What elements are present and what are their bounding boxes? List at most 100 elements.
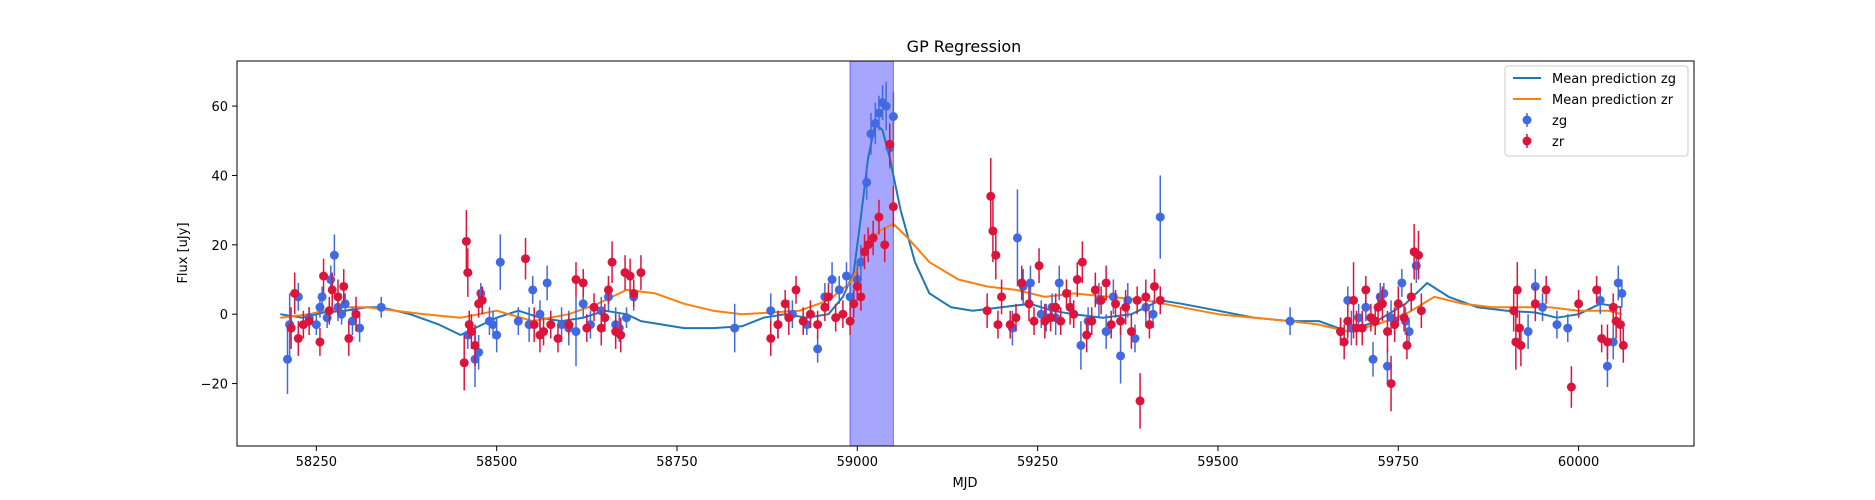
data-point-zr-117 bbox=[1399, 303, 1409, 332]
y-axis-ticks: −20 0 20 40 60 bbox=[201, 100, 237, 393]
marker-zg-9 bbox=[329, 250, 339, 260]
data-point-zr-92 bbox=[1111, 289, 1121, 318]
marker-zr-114 bbox=[1386, 379, 1396, 389]
data-point-zg-11 bbox=[337, 303, 347, 325]
data-point-zr-76 bbox=[1034, 248, 1044, 283]
marker-zg-94 bbox=[1397, 278, 1407, 288]
marker-zg-56 bbox=[874, 108, 884, 118]
marker-zg-13 bbox=[347, 316, 357, 326]
marker-zr-113 bbox=[1382, 327, 1392, 337]
data-point-zr-104 bbox=[1343, 303, 1353, 339]
marker-zr-122 bbox=[1416, 306, 1426, 316]
marker-zr-129 bbox=[1541, 285, 1551, 295]
data-point-zr-128 bbox=[1530, 286, 1540, 322]
data-point-zr-79 bbox=[1051, 293, 1061, 322]
data-point-zg-38 bbox=[621, 307, 631, 329]
marker-zr-115 bbox=[1390, 320, 1400, 330]
data-point-zr-70 bbox=[997, 279, 1007, 315]
data-point-zr-13 bbox=[459, 335, 469, 391]
data-point-zr-74 bbox=[1024, 286, 1034, 322]
data-point-zr-84 bbox=[1072, 262, 1082, 297]
marker-zr-41 bbox=[636, 268, 646, 278]
marker-zr-125 bbox=[1512, 285, 1522, 295]
marker-zg-88 bbox=[1368, 354, 1378, 364]
marker-zg-78 bbox=[1130, 333, 1140, 343]
marker-zr-10 bbox=[339, 281, 349, 291]
data-point-zg-76 bbox=[1116, 328, 1126, 384]
marker-zg-14 bbox=[355, 323, 365, 333]
data-point-zg-54 bbox=[866, 113, 876, 155]
marker-zr-81 bbox=[1061, 288, 1071, 298]
data-point-zr-83 bbox=[1069, 300, 1079, 329]
marker-zr-98 bbox=[1141, 292, 1151, 302]
data-point-zr-125 bbox=[1512, 262, 1522, 318]
data-point-zg-81 bbox=[1155, 175, 1165, 259]
marker-zg-40 bbox=[730, 323, 740, 333]
marker-zg-4 bbox=[311, 320, 321, 330]
data-point-zr-121 bbox=[1413, 230, 1423, 280]
data-point-zr-24 bbox=[539, 317, 549, 346]
marker-zr-5 bbox=[315, 337, 325, 347]
marker-zr-101 bbox=[1155, 295, 1165, 305]
marker-zr-105 bbox=[1349, 295, 1359, 305]
data-point-zr-43 bbox=[773, 310, 783, 339]
marker-zr-40 bbox=[629, 288, 639, 298]
data-point-zr-112 bbox=[1377, 286, 1387, 322]
marker-zr-54 bbox=[845, 316, 855, 326]
marker-zr-70 bbox=[997, 292, 1007, 302]
data-point-zg-26 bbox=[528, 276, 538, 304]
data-point-zg-62 bbox=[1012, 189, 1022, 287]
marker-zg-103 bbox=[1595, 295, 1605, 305]
data-point-zr-78 bbox=[1046, 303, 1056, 332]
x-tick-label-59500: 59500 bbox=[1197, 455, 1238, 470]
marker-zr-96 bbox=[1132, 295, 1142, 305]
marker-zg-15 bbox=[376, 302, 386, 312]
marker-zg-0 bbox=[282, 354, 292, 364]
data-point-zg-69 bbox=[1054, 265, 1064, 301]
marker-zg-28 bbox=[542, 278, 552, 288]
marker-zr-35 bbox=[607, 257, 617, 267]
data-point-zr-95 bbox=[1126, 314, 1136, 349]
y-tick-label-40: 40 bbox=[211, 169, 228, 184]
marker-zr-85 bbox=[1077, 257, 1087, 267]
marker-zr-32 bbox=[596, 323, 606, 333]
data-point-zr-90 bbox=[1101, 265, 1111, 301]
marker-zg-71 bbox=[1076, 340, 1086, 350]
marker-zr-117 bbox=[1399, 313, 1409, 323]
marker-zr-6 bbox=[319, 271, 329, 281]
marker-zr-56 bbox=[852, 281, 862, 291]
data-point-zg-100 bbox=[1538, 293, 1548, 322]
marker-zr-116 bbox=[1393, 299, 1403, 309]
data-point-zr-25 bbox=[546, 310, 556, 339]
marker-zr-27 bbox=[564, 320, 574, 330]
marker-zr-87 bbox=[1087, 316, 1097, 326]
marker-zg-29 bbox=[557, 320, 567, 330]
data-point-zr-100 bbox=[1149, 269, 1159, 304]
y-tick-label-60: 60 bbox=[211, 100, 228, 115]
marker-zr-49 bbox=[813, 320, 823, 330]
data-point-zr-0 bbox=[286, 307, 296, 349]
marker-zr-51 bbox=[823, 292, 833, 302]
data-point-zg-47 bbox=[827, 262, 837, 297]
marker-zr-94 bbox=[1121, 302, 1131, 312]
x-tick-label-59250: 59250 bbox=[1017, 455, 1058, 470]
marker-zr-79 bbox=[1051, 302, 1061, 312]
data-point-zr-35 bbox=[607, 241, 617, 283]
data-point-zr-97 bbox=[1135, 373, 1145, 429]
data-point-zg-18 bbox=[474, 335, 484, 370]
data-point-zr-126 bbox=[1514, 310, 1524, 346]
marker-zr-63 bbox=[885, 139, 895, 149]
marker-zg-96 bbox=[1404, 327, 1414, 337]
data-point-zr-29 bbox=[578, 269, 588, 297]
data-point-zr-52 bbox=[831, 303, 841, 332]
marker-zr-8 bbox=[327, 285, 337, 295]
marker-zg-11 bbox=[337, 309, 347, 319]
marker-zr-52 bbox=[831, 313, 841, 323]
marker-zg-23 bbox=[495, 257, 505, 267]
marker-zr-121 bbox=[1413, 250, 1423, 260]
data-point-zr-22 bbox=[529, 307, 539, 342]
data-point-zr-118 bbox=[1402, 331, 1412, 360]
legend-swatch-zr-marker bbox=[1522, 136, 1532, 146]
marker-zr-20 bbox=[477, 295, 487, 305]
marker-zr-83 bbox=[1069, 309, 1079, 319]
